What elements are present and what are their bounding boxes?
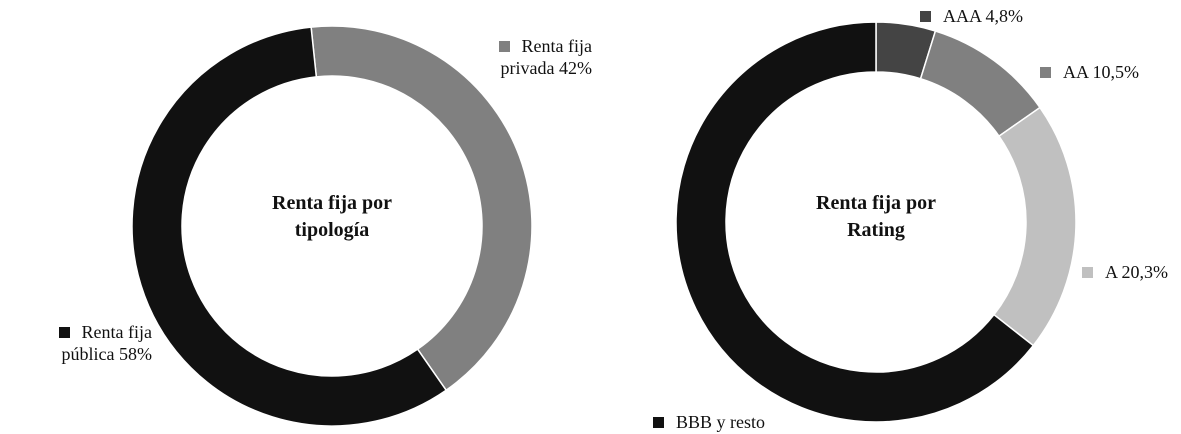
legend-label: BBB y resto [676, 412, 766, 432]
legend-label: AA [1063, 62, 1089, 82]
value-label: 10,5% [1092, 62, 1140, 82]
legend-label: Renta fija pública [61, 322, 152, 364]
chart-title: Renta fija por Rating [816, 192, 936, 241]
value-label: 42% [559, 57, 592, 78]
legend-swatch [1082, 267, 1093, 278]
legend-item: AAA 4,8% [920, 6, 1120, 28]
legend-label: A [1105, 262, 1118, 282]
donut-segment [992, 106, 1077, 347]
legend-item: BBB y resto [653, 412, 853, 434]
legend-swatch [1040, 67, 1051, 78]
legend-item: AA 10,5% [1040, 62, 1180, 84]
legend-swatch [920, 11, 931, 22]
chart-title: Renta fija por tipología [272, 192, 392, 241]
legend-swatch [498, 41, 510, 52]
donut-segment [675, 21, 1035, 423]
legend-label: Renta fija privada [500, 36, 592, 78]
legend-item: Renta fija pública 58% [12, 322, 152, 365]
value-label: 20,3% [1121, 262, 1169, 282]
donut-segment [131, 26, 448, 426]
value-label: 58% [119, 343, 152, 364]
legend-item: Renta fija privada 42% [462, 36, 592, 79]
legend-swatch [653, 417, 664, 428]
legend-item: A 20,3% [1082, 262, 1181, 284]
legend-swatch [58, 327, 70, 338]
donut-segment [310, 25, 533, 392]
legend-label: AAA [943, 6, 982, 26]
value-label: 4,8% [985, 6, 1024, 26]
